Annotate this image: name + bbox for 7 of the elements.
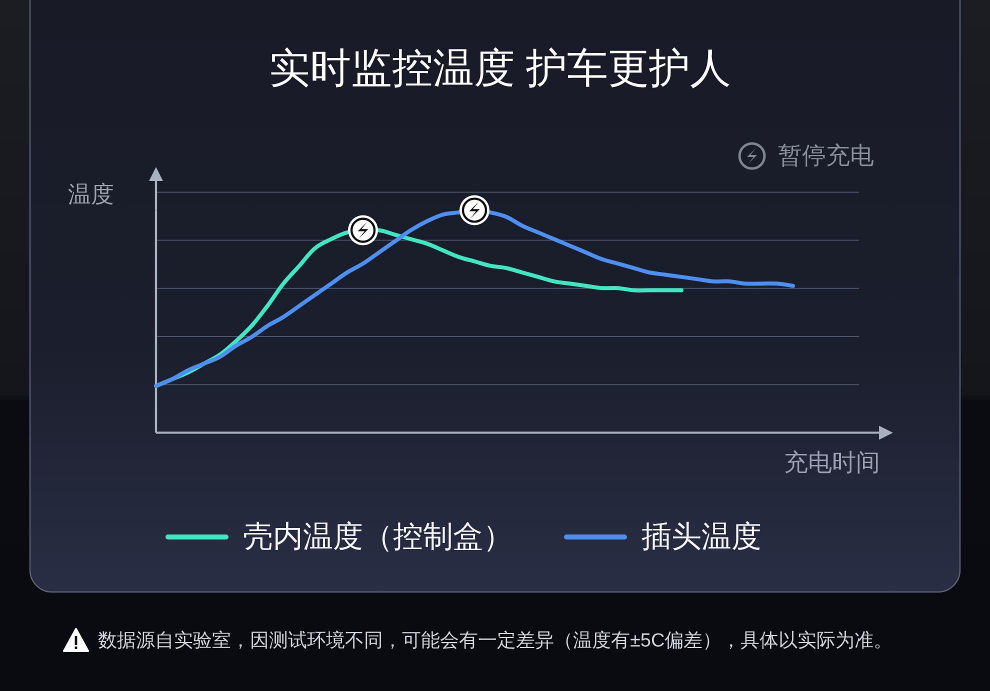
text: 数据源自实验室，因测试环境不同，可能会有一定差异（温度有±5C偏差），具体以实际为准。: [98, 630, 893, 652]
legend-label: 插头温度: [642, 520, 762, 554]
chart-title: 实时监控温度 护车更护人: [268, 45, 732, 91]
y-axis-title: 温度: [68, 181, 114, 207]
text: 暂停充电: [778, 142, 874, 170]
legend-label: 壳内温度（控制盒）: [243, 520, 513, 554]
x-axis-title: 充电时间: [784, 450, 880, 476]
